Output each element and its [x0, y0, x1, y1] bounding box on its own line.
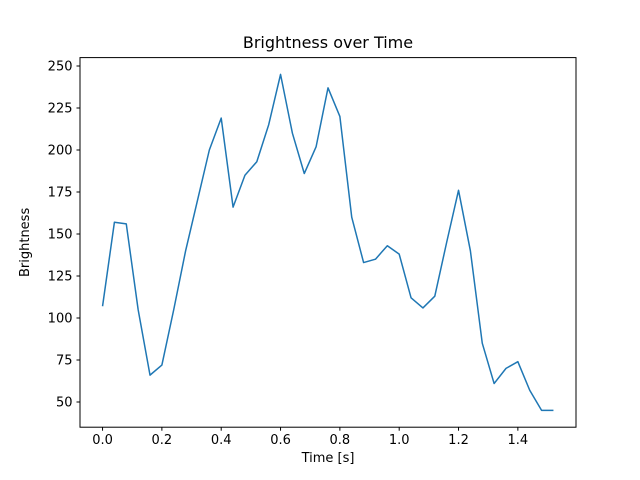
x-axis-tick-label: 0.6 — [270, 433, 291, 448]
y-axis-tick-label: 100 — [48, 312, 73, 327]
y-axis-tick-label: 175 — [48, 186, 73, 201]
y-axis-tick-label: 250 — [48, 60, 73, 75]
x-axis-tick-label: 1.4 — [508, 433, 529, 448]
y-axis-tick-label: 225 — [48, 102, 73, 117]
y-axis-tick-label: 75 — [56, 354, 73, 369]
x-axis-tick-label: 0.0 — [92, 433, 113, 448]
chart-title: Brightness over Time — [243, 33, 413, 52]
y-axis-tick-label: 50 — [56, 396, 73, 411]
x-axis-tick-label: 0.4 — [211, 433, 232, 448]
y-axis-tick-label: 125 — [48, 270, 73, 285]
axes-spines — [79, 57, 577, 428]
x-axis-tick-label: 0.2 — [152, 433, 173, 448]
y-axis-label: Brightness — [18, 208, 33, 277]
x-axis-label: Time [s] — [301, 451, 355, 466]
x-axis-tick-label: 0.8 — [330, 433, 351, 448]
x-axis-tick-label: 1.0 — [389, 433, 410, 448]
brightness-line-series — [101, 73, 554, 412]
y-axis-tick-label: 150 — [48, 228, 73, 243]
x-axis-tick-label: 1.2 — [448, 433, 469, 448]
y-axis-tick-label: 200 — [48, 144, 73, 159]
